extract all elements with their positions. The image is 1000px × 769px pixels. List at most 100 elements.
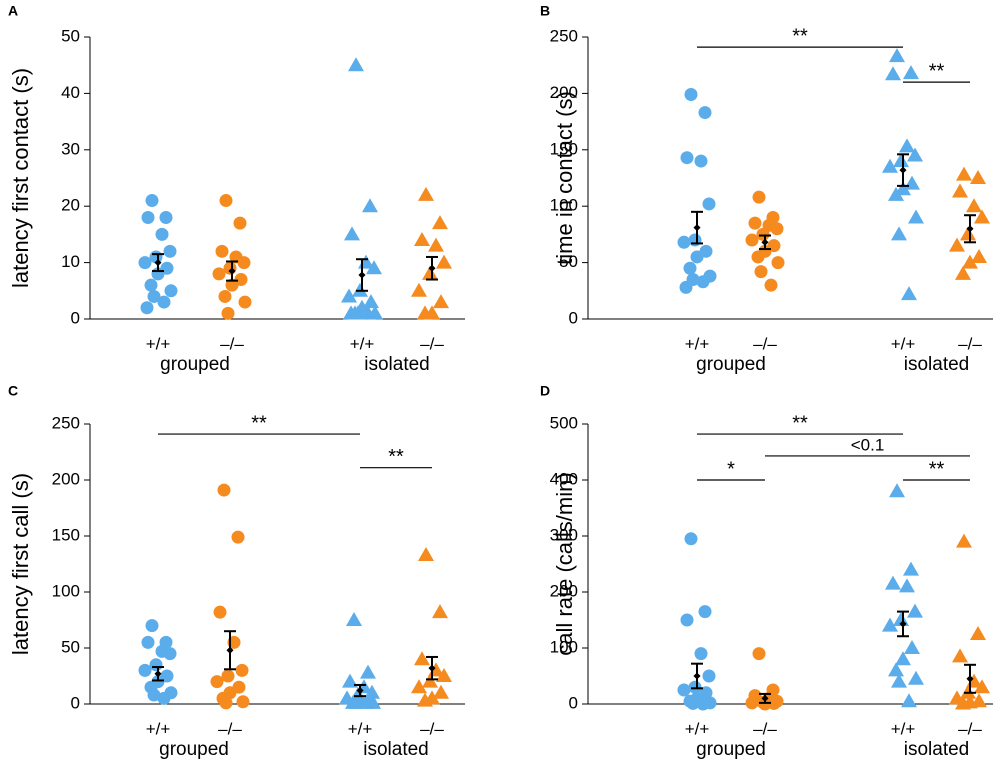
data-point [157, 691, 171, 705]
x-tick-label: –/– [753, 334, 777, 353]
data-point [235, 663, 249, 677]
y-tick-label: 20 [61, 196, 80, 215]
data-point [221, 306, 235, 320]
data-point [952, 183, 968, 198]
significance-label: ** [929, 458, 945, 480]
mean-marker [899, 620, 907, 628]
data-point [903, 561, 919, 576]
data-point [346, 612, 362, 626]
data-point [751, 250, 765, 264]
mean-marker [761, 238, 769, 246]
data-point [417, 692, 433, 707]
data-point [163, 244, 177, 258]
x-tick-label: +/+ [146, 334, 171, 353]
y-tick-label: 200 [52, 469, 80, 488]
data-point [149, 658, 163, 672]
data-point [686, 696, 700, 710]
x-tick-label: +/+ [348, 719, 373, 738]
y-tick-label: 0 [569, 693, 578, 712]
data-point [962, 254, 978, 269]
data-point [341, 288, 357, 303]
data-point [756, 227, 770, 241]
y-tick-label: 40 [61, 83, 80, 102]
data-point [679, 280, 693, 294]
y-axis-label: latency first call (s) [8, 473, 33, 655]
data-point [688, 680, 702, 694]
data-point [147, 289, 161, 303]
significance-label: ** [388, 446, 404, 468]
data-point [436, 668, 452, 682]
data-point [212, 267, 226, 281]
data-point [144, 278, 158, 292]
y-tick-label: 50 [61, 637, 80, 656]
data-point [215, 244, 229, 258]
data-point [414, 651, 430, 666]
data-point [901, 693, 917, 708]
data-point [363, 294, 379, 309]
data-point [680, 613, 694, 627]
y-tick-label: 500 [550, 413, 578, 432]
data-point [702, 669, 716, 683]
data-point [677, 235, 691, 249]
data-point [956, 533, 972, 548]
data-point [966, 198, 982, 213]
mean-marker [356, 687, 364, 695]
mean-marker [228, 267, 236, 275]
data-point [225, 278, 239, 292]
data-point [949, 237, 965, 252]
group-label: isolated [904, 354, 970, 375]
group-label: grouped [696, 354, 766, 375]
group-label: grouped [696, 739, 766, 760]
data-point [428, 237, 444, 252]
x-tick-label: +/+ [891, 334, 916, 353]
significance-label: * [727, 458, 735, 480]
mean-marker [154, 259, 162, 267]
data-point [882, 158, 898, 173]
significance-label: ** [792, 412, 808, 434]
data-point [141, 635, 155, 649]
data-point [899, 578, 915, 593]
data-point [970, 626, 986, 640]
mean-marker [966, 675, 974, 683]
y-tick-label: 400 [550, 469, 578, 488]
group-label: isolated [904, 739, 970, 760]
data-point [680, 151, 694, 165]
data-point [758, 697, 772, 711]
y-axis-label: latency first contact (s) [8, 68, 33, 288]
data-point [901, 286, 917, 301]
mean-marker [693, 224, 701, 232]
data-point [217, 483, 231, 497]
data-point [891, 673, 907, 688]
data-point [882, 617, 898, 632]
data-point [360, 664, 376, 679]
data-point [771, 256, 785, 270]
data-point [432, 604, 448, 619]
panel-letter: B [540, 3, 550, 19]
data-point [343, 305, 359, 320]
y-axis-label: call rate (calls/min) [552, 472, 577, 655]
data-point [885, 575, 901, 590]
x-tick-label: –/– [420, 334, 444, 353]
mean-marker [693, 672, 701, 680]
y-tick-label: 100 [550, 637, 578, 656]
data-point [960, 226, 976, 241]
data-point [164, 284, 178, 298]
data-point [677, 683, 691, 697]
y-tick-label: 10 [61, 252, 80, 271]
data-point [223, 261, 237, 275]
y-tick-label: 50 [559, 252, 578, 271]
data-point [752, 647, 766, 661]
data-point [895, 181, 911, 196]
mean-marker [966, 225, 974, 233]
data-point [974, 679, 990, 694]
panel-letter: D [540, 383, 550, 399]
data-point [698, 106, 712, 120]
data-point [138, 256, 152, 270]
data-point [231, 530, 245, 544]
data-point [145, 194, 159, 208]
data-point [348, 57, 364, 72]
mean-marker [358, 271, 366, 279]
data-point [907, 147, 923, 162]
data-point [210, 675, 224, 689]
data-point [138, 663, 152, 677]
